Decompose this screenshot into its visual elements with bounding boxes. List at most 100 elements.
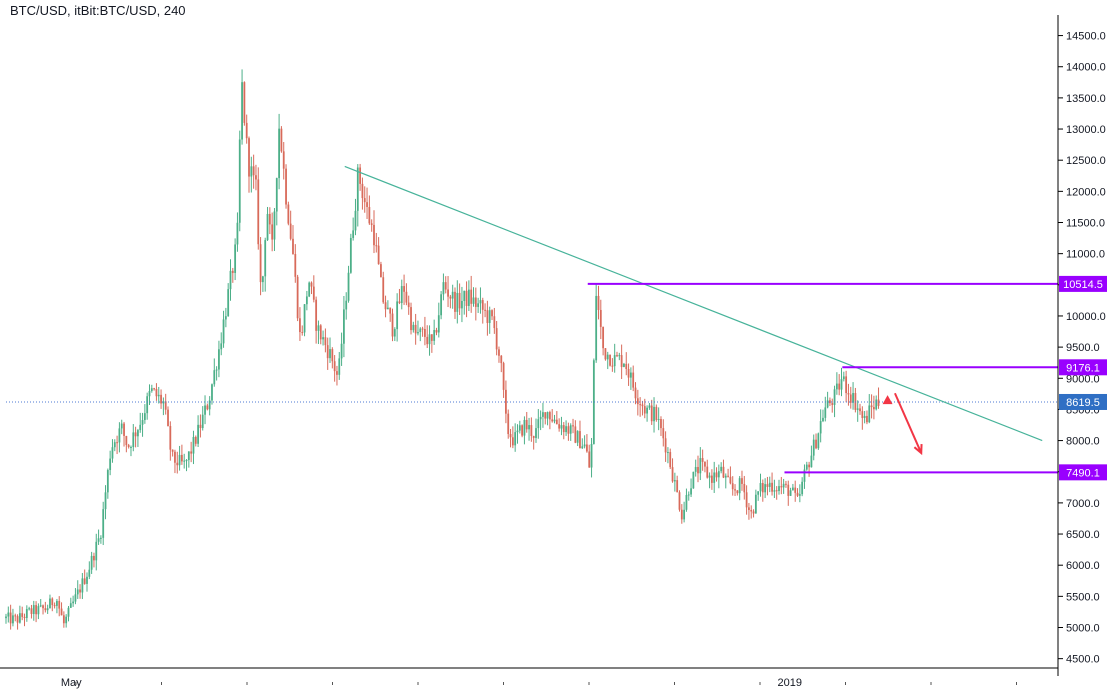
candle-body xyxy=(245,122,248,139)
candle-body xyxy=(319,325,322,340)
candle-body xyxy=(856,408,859,410)
candle-body xyxy=(180,454,183,462)
candle-body xyxy=(255,175,257,180)
candle-body xyxy=(694,466,697,472)
candle-body xyxy=(42,605,44,609)
candle-body xyxy=(310,282,313,287)
candle-body xyxy=(745,492,748,508)
candle-body xyxy=(810,455,813,468)
candle-body xyxy=(787,484,790,496)
candle-body xyxy=(9,612,12,624)
candle-body xyxy=(76,589,79,595)
level-price-label: 9176.1 xyxy=(1066,362,1100,374)
candle-body xyxy=(486,310,489,323)
candle-body xyxy=(518,425,521,431)
candle-body xyxy=(521,425,524,436)
candle-body xyxy=(56,600,58,606)
candle-body xyxy=(28,608,31,610)
candle-body xyxy=(546,412,549,419)
candle-body xyxy=(599,309,602,327)
candle-body xyxy=(118,428,121,443)
candle-body xyxy=(766,484,769,487)
candle-body xyxy=(201,414,204,429)
candle-body xyxy=(643,406,646,414)
candle-body xyxy=(164,401,167,410)
candle-body xyxy=(238,139,241,223)
candle-body xyxy=(285,168,287,205)
candle-body xyxy=(424,329,426,337)
chart-title: BTC/USD, itBit:BTC/USD, 240 xyxy=(10,3,186,18)
candle-body xyxy=(7,612,10,617)
candle-body xyxy=(789,490,792,496)
candle-body xyxy=(231,270,234,273)
candle-body xyxy=(842,376,845,380)
candle-body xyxy=(69,603,72,608)
candle-body xyxy=(780,486,783,488)
candle-body xyxy=(234,244,237,273)
candle-body xyxy=(606,354,609,360)
candle-body xyxy=(215,369,218,371)
candle-body xyxy=(354,210,357,231)
y-tick-label: 13000.0 xyxy=(1066,124,1106,136)
candle-body xyxy=(819,421,822,434)
candle-body xyxy=(822,417,824,422)
y-tick-label: 12000.0 xyxy=(1066,186,1106,198)
candle-body xyxy=(303,304,306,333)
candle-body xyxy=(190,451,193,454)
candle-body xyxy=(680,509,683,520)
candle-body xyxy=(51,598,54,606)
candle-body xyxy=(414,324,417,334)
candle-body xyxy=(736,490,739,494)
candle-body xyxy=(280,128,283,152)
candle-body xyxy=(525,419,528,430)
candle-body xyxy=(720,466,723,472)
candle-body xyxy=(377,245,380,265)
candle-body xyxy=(648,405,651,408)
candle-body xyxy=(79,589,81,593)
candle-body xyxy=(25,609,28,618)
candle-body xyxy=(572,425,574,427)
candle-body xyxy=(687,494,690,496)
candle-body xyxy=(106,470,109,493)
candle-body xyxy=(12,615,14,624)
candle-body xyxy=(278,128,280,179)
candle-body xyxy=(560,425,563,429)
candle-body xyxy=(592,360,595,444)
candle-body xyxy=(266,213,269,241)
candle-body xyxy=(326,345,329,359)
candle-body xyxy=(845,376,848,394)
candle-body xyxy=(317,325,320,331)
candle-body xyxy=(683,509,686,520)
resistance-trendline xyxy=(344,165,1043,442)
candle-body xyxy=(542,412,544,417)
candle-body xyxy=(236,222,239,245)
candle-body xyxy=(412,324,415,331)
candle-body xyxy=(356,167,359,211)
candle-body xyxy=(398,301,401,304)
candle-body xyxy=(507,413,510,435)
candle-body xyxy=(74,594,77,602)
candle-body xyxy=(46,608,49,611)
candle-body xyxy=(150,388,153,391)
candle-body xyxy=(120,423,123,429)
candle-body xyxy=(544,412,547,419)
candle-body xyxy=(791,487,794,491)
candle-body xyxy=(363,198,366,203)
candles-layer xyxy=(5,69,880,630)
candle-body xyxy=(146,396,149,414)
candle-body xyxy=(569,425,572,434)
candle-body xyxy=(488,310,491,323)
candle-body xyxy=(759,483,762,492)
candle-body xyxy=(384,302,387,310)
candle-body xyxy=(477,303,480,307)
candle-body xyxy=(734,489,736,491)
candle-body xyxy=(257,179,260,245)
candle-body xyxy=(590,443,593,468)
candle-body xyxy=(373,224,375,246)
candle-body xyxy=(484,309,486,311)
candle-body xyxy=(243,82,246,123)
candle-body xyxy=(565,426,567,433)
candle-body xyxy=(183,460,186,462)
candle-body xyxy=(699,458,702,474)
